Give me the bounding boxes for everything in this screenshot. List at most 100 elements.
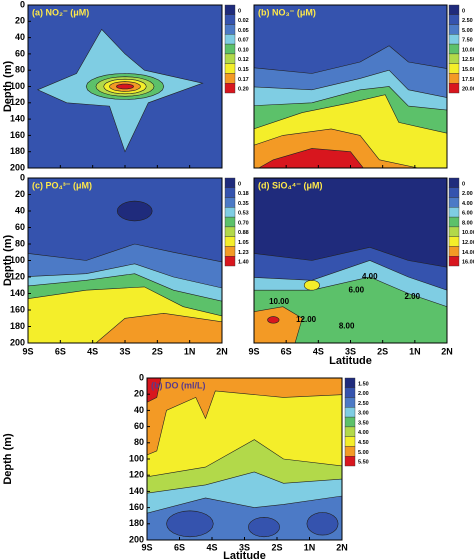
x-tick-label: 4S xyxy=(206,542,217,552)
x-tick-label: 1N xyxy=(409,346,421,356)
colorbar-label: 4.00 xyxy=(462,201,473,207)
colorbar-box xyxy=(224,177,236,188)
colorbar-label: 2.50 xyxy=(462,18,473,24)
colorbar-box xyxy=(344,456,356,467)
colorbar-label: 0 xyxy=(462,181,465,187)
colorbar-label: 0.02 xyxy=(238,18,249,24)
contour-region xyxy=(248,516,280,538)
x-tick-label: 9S xyxy=(141,542,152,552)
y-tick-label: 120 xyxy=(10,97,25,107)
colorbar-box xyxy=(224,246,236,257)
colorbar-label: 17.50 xyxy=(462,77,474,83)
colorbar-box xyxy=(224,236,236,247)
colorbar-label: 0.20 xyxy=(238,87,249,93)
colorbar-box xyxy=(224,83,236,94)
colorbar-box xyxy=(224,216,236,228)
colorbar-label: 12.00 xyxy=(462,240,474,246)
y-tick-label: 20 xyxy=(15,16,25,26)
colorbar-box xyxy=(448,34,460,45)
panel-title: (c) PO₄³⁻ (μM) xyxy=(32,180,92,190)
y-tick-label: 0 xyxy=(20,172,25,182)
colorbar-box xyxy=(448,24,460,35)
colorbar-label: 4.00 xyxy=(358,430,369,436)
colorbar-box xyxy=(224,226,236,237)
y-tick-label: 160 xyxy=(129,502,144,512)
x-tick-label: 3S xyxy=(119,346,130,356)
x-tick-label: 3S xyxy=(239,542,250,552)
colorbar-label: 10.00 xyxy=(462,230,474,236)
colorbar-label: 8.00 xyxy=(462,220,473,226)
contour-fill xyxy=(28,5,222,168)
x-tick-label: 2S xyxy=(152,346,163,356)
colorbar-label: 14.00 xyxy=(462,250,474,256)
colorbar-box xyxy=(448,256,460,267)
colorbar-box xyxy=(344,446,356,457)
colorbar-box xyxy=(344,387,356,398)
x-tick-label: 2S xyxy=(271,542,282,552)
x-tick-label: 9S xyxy=(248,346,259,356)
colorbar-box xyxy=(224,34,236,45)
colorbar-label: 0 xyxy=(462,8,465,14)
contour-region xyxy=(306,512,339,536)
contour-region xyxy=(116,200,153,222)
colorbar-box xyxy=(448,207,460,218)
colorbar-label: 1.05 xyxy=(238,240,249,246)
x-tick-label: 6S xyxy=(281,346,292,356)
colorbar-box xyxy=(448,236,460,247)
colorbar-label: 0.35 xyxy=(238,201,249,207)
y-tick-label: 200 xyxy=(129,534,144,544)
colorbar-label: 0.18 xyxy=(238,191,249,197)
colorbar-box xyxy=(344,397,356,408)
colorbar-box xyxy=(448,4,460,15)
x-tick-label: 2S xyxy=(377,346,388,356)
contour-label: 12.00 xyxy=(296,315,317,324)
y-tick-label: 100 xyxy=(10,255,25,265)
colorbar-box xyxy=(448,246,460,257)
colorbar-label: 10.00 xyxy=(462,47,474,53)
x-axis-label: Latitude xyxy=(223,550,266,559)
contour-label: 10.00 xyxy=(269,297,290,306)
y-tick-label: 100 xyxy=(10,81,25,91)
colorbar-box xyxy=(448,226,460,237)
x-tick-label: 6S xyxy=(174,542,185,552)
y-axis-label: Depth (m) xyxy=(2,235,14,287)
contour-region xyxy=(254,306,303,343)
colorbar-box xyxy=(224,63,236,74)
panel-title: (b) NO₃⁻ (μM) xyxy=(258,7,316,17)
y-tick-label: 60 xyxy=(134,421,144,431)
colorbar-box xyxy=(448,73,460,84)
y-tick-label: 80 xyxy=(15,238,25,248)
panel-title: (b) DO (ml/L) xyxy=(151,380,206,390)
colorbar-label: 1.40 xyxy=(238,260,249,266)
contour-fill xyxy=(147,378,342,540)
colorbar-label: 6.00 xyxy=(462,211,473,217)
colorbar-label: 2.50 xyxy=(358,401,369,407)
colorbar-label: 0 xyxy=(238,181,241,187)
colorbar-label: 5.50 xyxy=(358,460,369,466)
y-tick-label: 180 xyxy=(10,321,25,331)
colorbar-box xyxy=(448,53,460,64)
y-tick-label: 180 xyxy=(129,518,144,528)
colorbar-box xyxy=(344,416,356,428)
y-tick-label: 100 xyxy=(129,453,144,463)
colorbar-label: 0.53 xyxy=(238,211,249,217)
y-tick-label: 80 xyxy=(134,437,144,447)
y-tick-label: 40 xyxy=(15,32,25,42)
y-tick-label: 200 xyxy=(10,162,25,172)
x-tick-label: 2N xyxy=(336,542,348,552)
colorbar-box xyxy=(448,63,460,74)
colorbar-label: 5.00 xyxy=(462,28,473,34)
colorbar-box xyxy=(224,256,236,267)
contour-region xyxy=(147,378,342,456)
y-tick-label: 20 xyxy=(134,389,144,399)
contour-fill xyxy=(28,178,222,343)
colorbar-label: 0.10 xyxy=(238,47,249,53)
colorbar-label: 2.00 xyxy=(462,191,473,197)
x-axis-label: Latitude xyxy=(329,355,372,367)
y-tick-label: 200 xyxy=(10,337,25,347)
colorbar-label: 4.50 xyxy=(358,440,369,446)
contour-region xyxy=(303,279,320,291)
x-tick-label: 1N xyxy=(184,346,196,356)
x-tick-label: 2N xyxy=(216,346,228,356)
